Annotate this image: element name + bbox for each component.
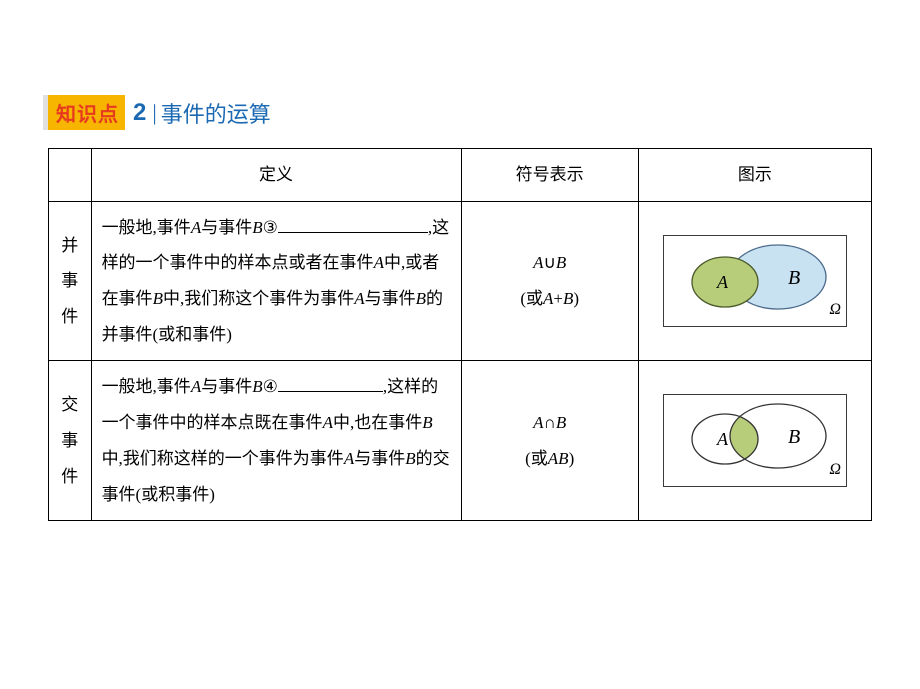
symbol-cell: A∩B(或AB) — [461, 361, 638, 521]
diagram-cell: A B Ω — [638, 201, 871, 361]
venn-diagram: A B Ω — [663, 394, 847, 487]
definition-cell: 一般地,事件A与事件B③,这样的一个事件中的样本点或者在事件A中,或者在事件B中… — [91, 201, 461, 361]
heading-number: 2 — [133, 99, 146, 127]
section-heading: 知识点 2 | 事件的运算 — [48, 95, 872, 130]
heading-title: 事件的运算 — [161, 97, 271, 129]
symbol-cell: A∪B(或A+B) — [461, 201, 638, 361]
header-diagram: 图示 — [638, 149, 871, 202]
definition-cell: 一般地,事件A与事件B④,这样的一个事件中的样本点既在事件A中,也在事件B中,我… — [91, 361, 461, 521]
operations-table: 定义 符号表示 图示 并事件一般地,事件A与事件B③,这样的一个事件中的样本点或… — [48, 148, 872, 521]
omega-label: Ω — [829, 453, 841, 487]
row-label: 并事件 — [49, 201, 92, 361]
header-blank — [49, 149, 92, 202]
header-def: 定义 — [91, 149, 461, 202]
table-row: 并事件一般地,事件A与事件B③,这样的一个事件中的样本点或者在事件A中,或者在事… — [49, 201, 872, 361]
venn-diagram: A B Ω — [663, 235, 847, 328]
row-label: 交事件 — [49, 361, 92, 521]
table-header-row: 定义 符号表示 图示 — [49, 149, 872, 202]
svg-text:B: B — [788, 426, 800, 448]
heading-divider: | — [152, 100, 156, 126]
svg-text:A: A — [716, 272, 729, 292]
diagram-cell: A B Ω — [638, 361, 871, 521]
svg-text:B: B — [788, 267, 800, 289]
table-row: 交事件一般地,事件A与事件B④,这样的一个事件中的样本点既在事件A中,也在事件B… — [49, 361, 872, 521]
omega-label: Ω — [829, 293, 841, 327]
header-sym: 符号表示 — [461, 149, 638, 202]
svg-text:A: A — [716, 429, 729, 449]
badge: 知识点 — [48, 95, 125, 130]
